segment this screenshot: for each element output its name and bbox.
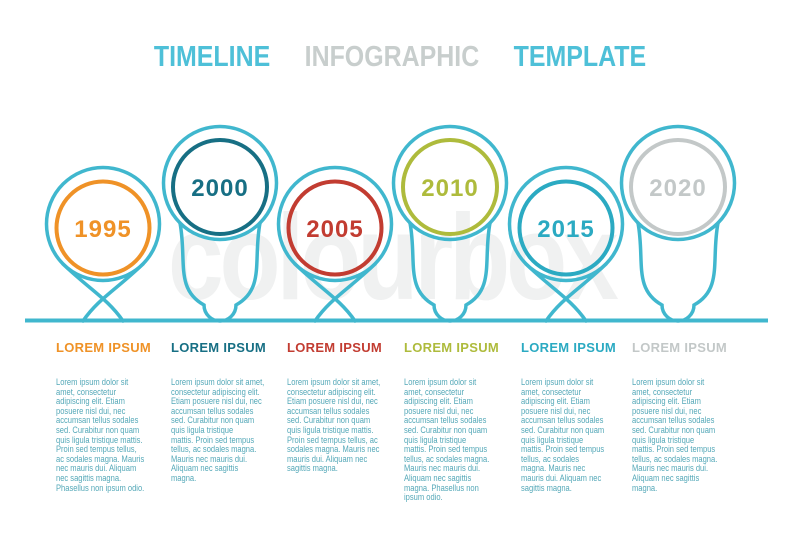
pin-legs	[408, 221, 492, 323]
pin-year-label: 2015	[537, 216, 594, 243]
timeline-entry-2010: LOREM IPSUM Lorem ipsum dolor sit amet, …	[404, 341, 506, 503]
pin-balloon-outline	[507, 165, 625, 283]
pin-year-circle	[629, 138, 727, 236]
timeline-entry-1995: LOREM IPSUM Lorem ipsum dolor sit amet, …	[56, 341, 161, 493]
timeline-pin-2015: 2015	[507, 165, 625, 323]
pin-year-label: 2010	[421, 175, 478, 202]
entry-heading: LOREM IPSUM	[521, 340, 617, 355]
title-word-template: TEMPLATE	[513, 41, 647, 73]
entry-body: Lorem ipsum dolor sit amet, consectetur …	[632, 377, 718, 493]
pin-legs	[178, 221, 262, 323]
stock-watermark: colourbox	[168, 189, 619, 325]
entry-heading: LOREM IPSUM	[56, 340, 152, 355]
timeline-pin-2010: 2010	[391, 124, 509, 323]
pin-legs	[636, 221, 720, 323]
timeline-entry-2005: LOREM IPSUM Lorem ipsum dolor sit amet, …	[287, 341, 398, 474]
timeline-pin-2000: 2000	[161, 124, 279, 323]
pin-year-label: 2020	[649, 175, 706, 202]
pin-year-circle	[517, 179, 615, 277]
entry-body: Lorem ipsum dolor sit amet, consectetur …	[287, 377, 381, 474]
page-title: TIMELINE INFOGRAPHIC TEMPLATE	[56, 42, 744, 72]
title-word-timeline: TIMELINE	[153, 41, 271, 73]
pin-balloon-outline	[391, 124, 509, 242]
pin-year-circle	[171, 138, 269, 236]
timeline-entry-2015: LOREM IPSUM Lorem ipsum dolor sit amet, …	[521, 341, 620, 493]
timeline-pin-1995: 1995	[44, 165, 162, 323]
entry-body: Lorem ipsum dolor sit amet, consectetur …	[521, 377, 605, 493]
pin-year-label: 2000	[191, 175, 248, 202]
pin-balloon-outline	[44, 165, 162, 283]
pin-balloon-outline	[619, 124, 737, 242]
entry-heading: LOREM IPSUM	[171, 340, 267, 355]
title-word-infographic: INFOGRAPHIC	[304, 41, 480, 73]
timeline-pin-2005: 2005	[276, 165, 394, 323]
pin-year-label: 1995	[74, 216, 131, 243]
pin-year-circle	[54, 179, 152, 277]
pin-balloon-outline	[161, 124, 279, 242]
pin-year-label: 2005	[306, 216, 363, 243]
entry-heading: LOREM IPSUM	[287, 340, 383, 355]
pin-year-circle	[286, 179, 384, 277]
timeline-entry-2020: LOREM IPSUM Lorem ipsum dolor sit amet, …	[632, 341, 734, 493]
entry-body: Lorem ipsum dolor sit amet, consectetur …	[56, 377, 145, 493]
entry-heading: LOREM IPSUM	[404, 340, 500, 355]
pin-year-circle	[401, 138, 499, 236]
timeline-pin-2020: 2020	[619, 124, 737, 323]
entry-body: Lorem ipsum dolor sit amet, consectetur …	[404, 377, 490, 503]
pin-balloon-outline	[276, 165, 394, 283]
entry-heading: LOREM IPSUM	[632, 340, 728, 355]
timeline-entry-2000: LOREM IPSUM Lorem ipsum dolor sit amet, …	[171, 341, 282, 484]
entry-body: Lorem ipsum dolor sit amet, consectetur …	[171, 377, 265, 483]
